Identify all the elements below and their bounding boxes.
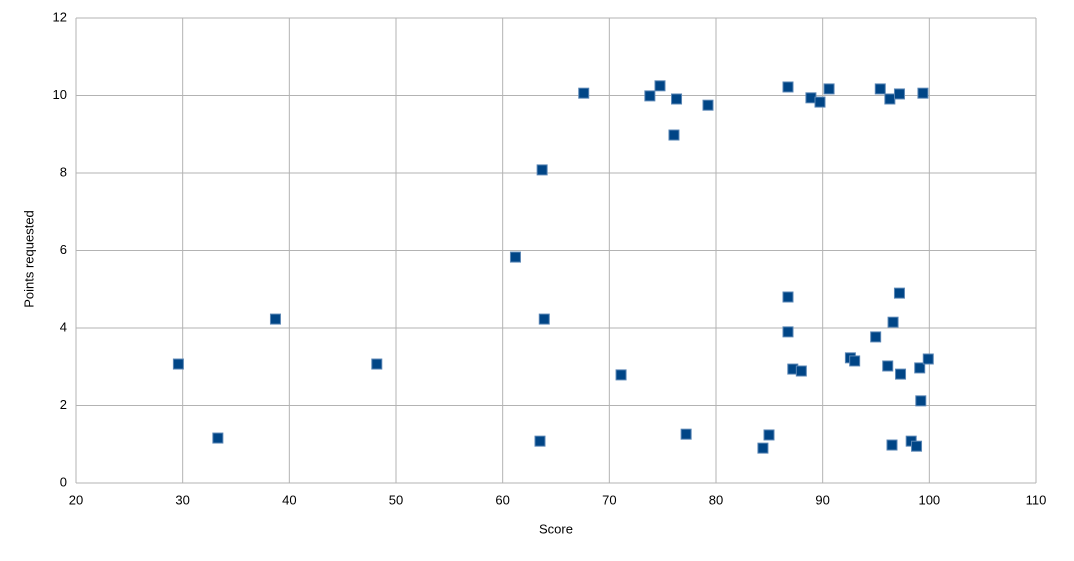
point: [534, 435, 546, 447]
point: [917, 87, 929, 99]
point: [914, 362, 926, 374]
point: [615, 369, 627, 381]
x-tick-label: 30: [175, 492, 189, 507]
point: [814, 96, 826, 108]
x-tick-label: 70: [602, 492, 616, 507]
point: [874, 83, 886, 95]
y-tick-label: 6: [60, 242, 67, 257]
x-tick-label: 80: [709, 492, 723, 507]
x-tick-label: 20: [69, 492, 83, 507]
point: [887, 316, 899, 328]
point: [644, 90, 656, 102]
point: [849, 355, 861, 367]
point: [915, 395, 927, 407]
point: [782, 291, 794, 303]
point: [212, 432, 224, 444]
point: [911, 440, 923, 452]
point: [823, 83, 835, 95]
point: [536, 164, 548, 176]
y-tick-label: 10: [53, 87, 67, 102]
x-tick-label: 90: [815, 492, 829, 507]
point: [763, 429, 775, 441]
point: [371, 358, 383, 370]
point: [893, 287, 905, 299]
point: [795, 365, 807, 377]
y-tick-label: 8: [60, 164, 67, 179]
point: [882, 360, 894, 372]
x-tick-label: 50: [389, 492, 403, 507]
point: [805, 92, 817, 104]
y-tick-label: 12: [53, 9, 67, 24]
point: [870, 331, 882, 343]
x-tick-label: 60: [495, 492, 509, 507]
point: [538, 313, 550, 325]
y-tick-label: 0: [60, 474, 67, 489]
point: [895, 368, 907, 380]
x-axis-title: Score: [539, 521, 573, 536]
y-tick-label: 2: [60, 397, 67, 412]
point: [269, 313, 281, 325]
point: [671, 93, 683, 105]
x-tick-label: 110: [1026, 492, 1047, 507]
point: [578, 87, 590, 99]
point: [922, 353, 934, 365]
point: [702, 99, 714, 111]
point: [886, 439, 898, 451]
point: [172, 358, 184, 370]
point: [654, 80, 666, 92]
point: [884, 93, 896, 105]
point: [782, 326, 794, 338]
x-tick-label: 40: [282, 492, 296, 507]
y-tick-label: 4: [60, 319, 67, 334]
y-axis-title: Points requested: [21, 210, 36, 308]
point: [757, 442, 769, 454]
point: [782, 81, 794, 93]
point: [893, 88, 905, 100]
point: [680, 428, 692, 440]
x-tick-label: 100: [918, 492, 940, 507]
point: [509, 251, 521, 263]
point: [668, 129, 680, 141]
